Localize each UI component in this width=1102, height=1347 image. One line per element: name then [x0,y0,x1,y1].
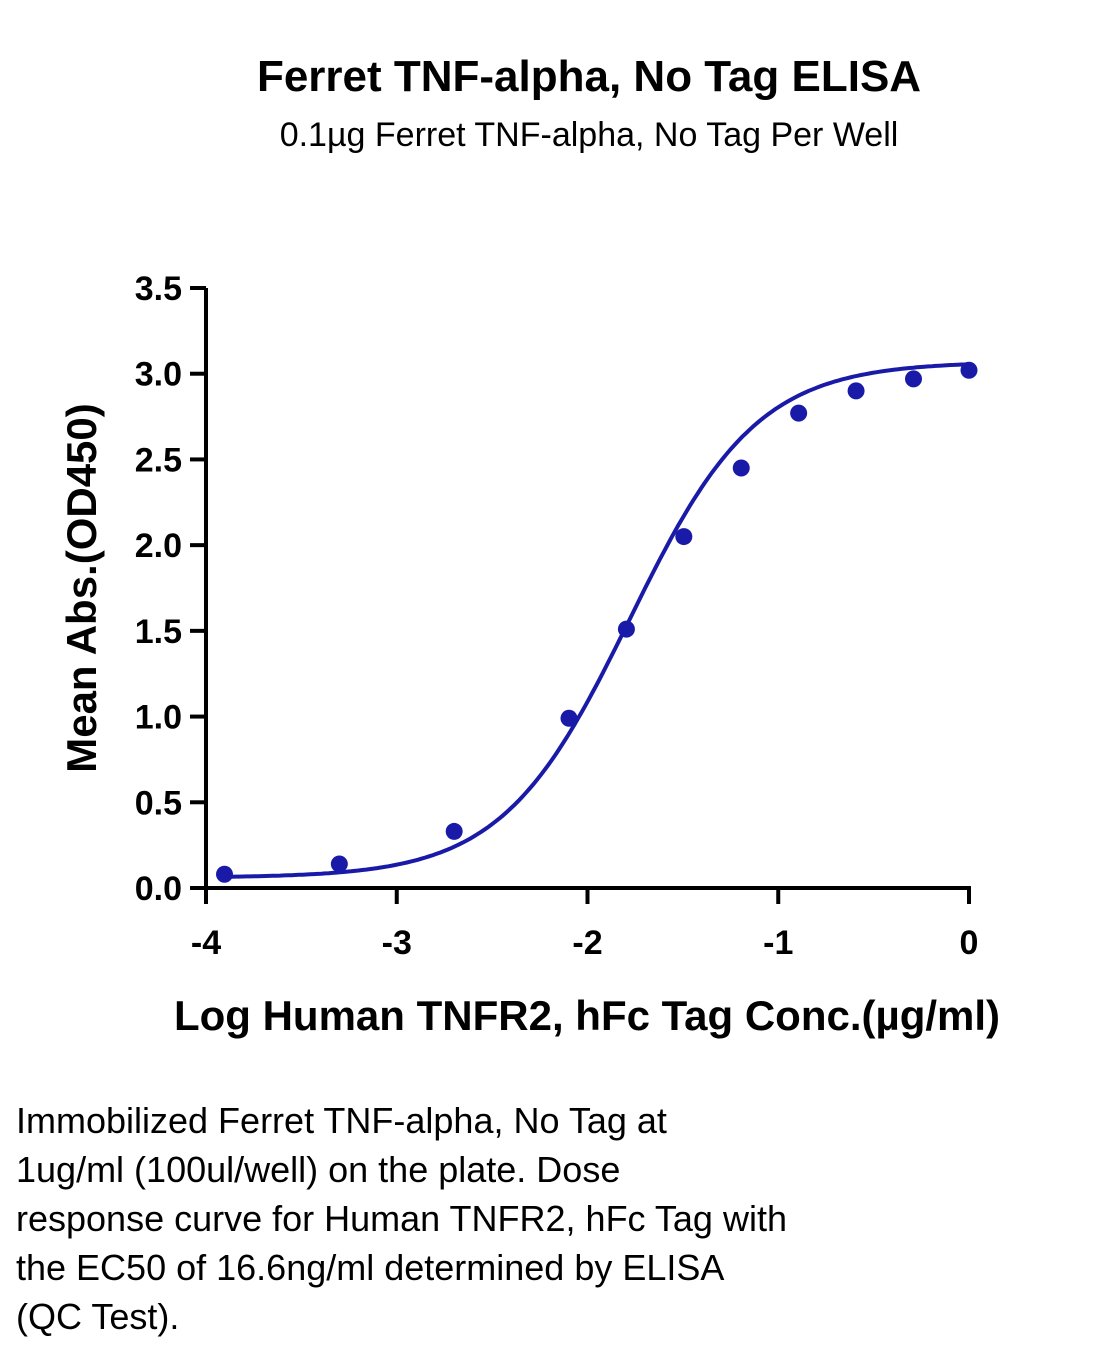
elisa-chart: 0.0 0.5 1.0 1.5 2.0 2.5 3.0 3.5 -4 -3 -2 -1 0 Log Hum… [58,270,1000,1039]
x-tick-label: -3 [382,924,412,962]
x-tick-label: -2 [572,924,602,962]
y-axis-label: Mean Abs.(OD450) [58,403,105,773]
data-point [445,822,463,840]
chart-title: Ferret TNF-alpha, No Tag ELISA [256,52,922,101]
data-point [960,361,978,379]
data-point [675,528,693,546]
y-tick-label: 3.0 [135,356,182,394]
data-point [617,620,635,638]
caption-line: Immobilized Ferret TNF-alpha, No Tag at [16,1100,667,1141]
data-point [216,865,234,883]
data-point [904,370,922,388]
data-point [790,404,808,422]
caption-line: 1ug/ml (100ul/well) on the plate. Dose [16,1149,621,1190]
data-point [330,855,348,873]
x-tick-label: -1 [763,924,793,962]
chart-subtitle: 0.1µg Ferret TNF-alpha, No Tag Per Well [279,116,899,154]
y-tick-label: 1.5 [135,613,182,651]
y-tick-label: 3.5 [135,270,182,308]
x-tick-label: -4 [191,924,221,962]
caption-line: the EC50 of 16.6ng/ml determined by ELIS… [16,1247,725,1288]
y-tick-label: 1.0 [135,699,182,737]
y-tick-label: 2.0 [135,527,182,565]
data-point [847,382,865,400]
x-axis-label: Log Human TNFR2, hFc Tag Conc.(µg/ml) [174,992,1000,1039]
data-point [732,459,750,477]
y-tick-label: 2.5 [135,441,182,479]
data-point [560,709,578,727]
caption-line: response curve for Human TNFR2, hFc Tag … [16,1198,787,1239]
caption-line: (QC Test). [16,1296,180,1337]
fit-curve [224,362,970,879]
x-tick-label: 0 [960,924,979,962]
y-tick-label: 0.0 [135,870,182,908]
y-tick-label: 0.5 [135,784,182,822]
figure-caption: Immobilized Ferret TNF-alpha, No Tag at … [16,1096,956,1341]
